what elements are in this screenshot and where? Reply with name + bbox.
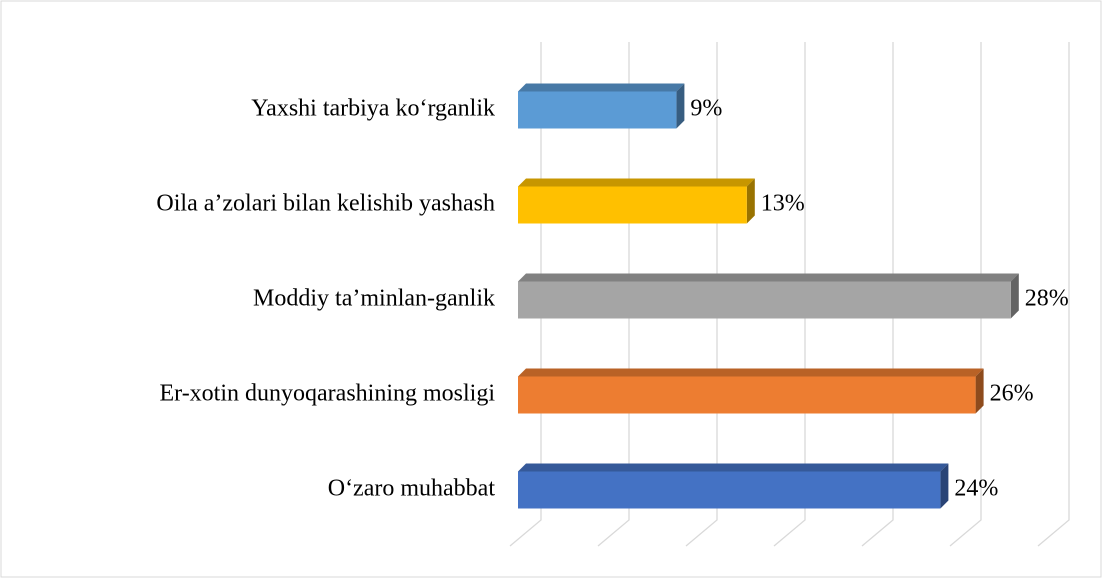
bar-top bbox=[518, 463, 949, 472]
category-label: Oila a’zolari bilan kelishib yashash bbox=[156, 191, 495, 217]
bar-side bbox=[676, 83, 685, 129]
grid-line bbox=[949, 42, 982, 547]
bar-front bbox=[518, 376, 976, 414]
bar bbox=[518, 83, 685, 129]
bar bbox=[518, 368, 984, 414]
bar-front bbox=[518, 186, 747, 224]
bar-front bbox=[518, 91, 677, 129]
value-label: 26% bbox=[990, 381, 1034, 407]
bar-side bbox=[746, 178, 755, 224]
bar-side bbox=[940, 463, 949, 509]
value-label: 9% bbox=[690, 96, 722, 122]
value-label: 28% bbox=[1025, 286, 1069, 312]
bar-side bbox=[975, 368, 984, 414]
bar-top bbox=[518, 83, 685, 92]
bar-front bbox=[518, 281, 1011, 319]
bar bbox=[518, 273, 1019, 319]
grid-line bbox=[861, 42, 894, 547]
bar-top bbox=[518, 368, 984, 377]
bar-top bbox=[518, 273, 1019, 282]
grid-line bbox=[773, 42, 806, 547]
category-label: Er-xotin dunyoqarashining mosligi bbox=[160, 381, 496, 407]
category-label: Yaxshi tarbiya ko‘rganlik bbox=[251, 96, 495, 122]
bar-top bbox=[518, 178, 755, 187]
bar-front bbox=[518, 471, 941, 509]
grid-line bbox=[1037, 42, 1070, 547]
bar bbox=[518, 463, 949, 509]
category-label: O‘zaro muhabbat bbox=[328, 476, 496, 502]
bar-side bbox=[1010, 273, 1019, 319]
value-label: 13% bbox=[761, 191, 805, 217]
bar bbox=[518, 178, 755, 224]
value-label: 24% bbox=[954, 476, 998, 502]
category-label: Moddiy ta’minlan-ganlik bbox=[253, 286, 495, 312]
